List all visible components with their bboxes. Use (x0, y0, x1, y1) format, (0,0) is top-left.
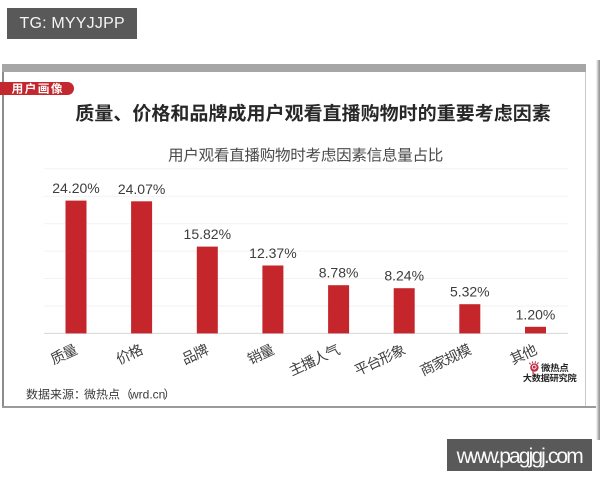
svg-text:wrd.cn: wrd.cn (129, 388, 165, 402)
svg-text:12.37%: 12.37% (249, 245, 296, 261)
svg-text:5.32%: 5.32% (450, 284, 490, 300)
svg-text:24.20%: 24.20% (52, 180, 99, 196)
svg-text:15.82%: 15.82% (184, 226, 231, 242)
svg-text:24.07%: 24.07% (118, 181, 165, 197)
svg-text:8.78%: 8.78% (319, 265, 359, 281)
svg-text:1.20%: 1.20% (516, 306, 556, 322)
svg-text:8.24%: 8.24% (384, 268, 424, 284)
